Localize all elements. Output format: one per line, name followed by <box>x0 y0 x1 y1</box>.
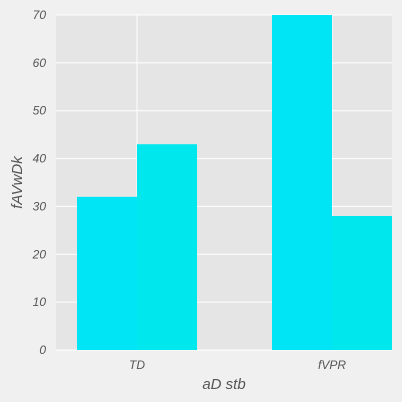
y-tick-label: 70 <box>33 8 47 22</box>
y-tick-label: 50 <box>33 104 47 118</box>
y-axis-label: fAVwDk <box>9 155 26 209</box>
bars <box>77 15 392 350</box>
y-tick-label: 60 <box>33 56 47 70</box>
bar-TD-1 <box>77 196 137 350</box>
x-tick-label: TD <box>129 358 145 372</box>
bar-fVPR-2 <box>332 216 392 350</box>
y-tick-label: 20 <box>32 247 47 261</box>
x-tick-label: fVPR <box>318 358 346 372</box>
x-tick-labels: TD fVPR <box>129 358 346 372</box>
x-axis-label: aD stb <box>202 376 245 393</box>
y-tick-label: 10 <box>33 295 47 309</box>
y-tick-label: 0 <box>39 343 46 357</box>
bar-fVPR-1 <box>272 15 332 350</box>
bar-TD-2 <box>137 144 197 350</box>
y-tick-label: 40 <box>33 152 47 166</box>
y-tick-label: 30 <box>33 199 47 213</box>
y-tick-labels: 0 10 20 30 40 50 60 70 <box>32 8 47 357</box>
